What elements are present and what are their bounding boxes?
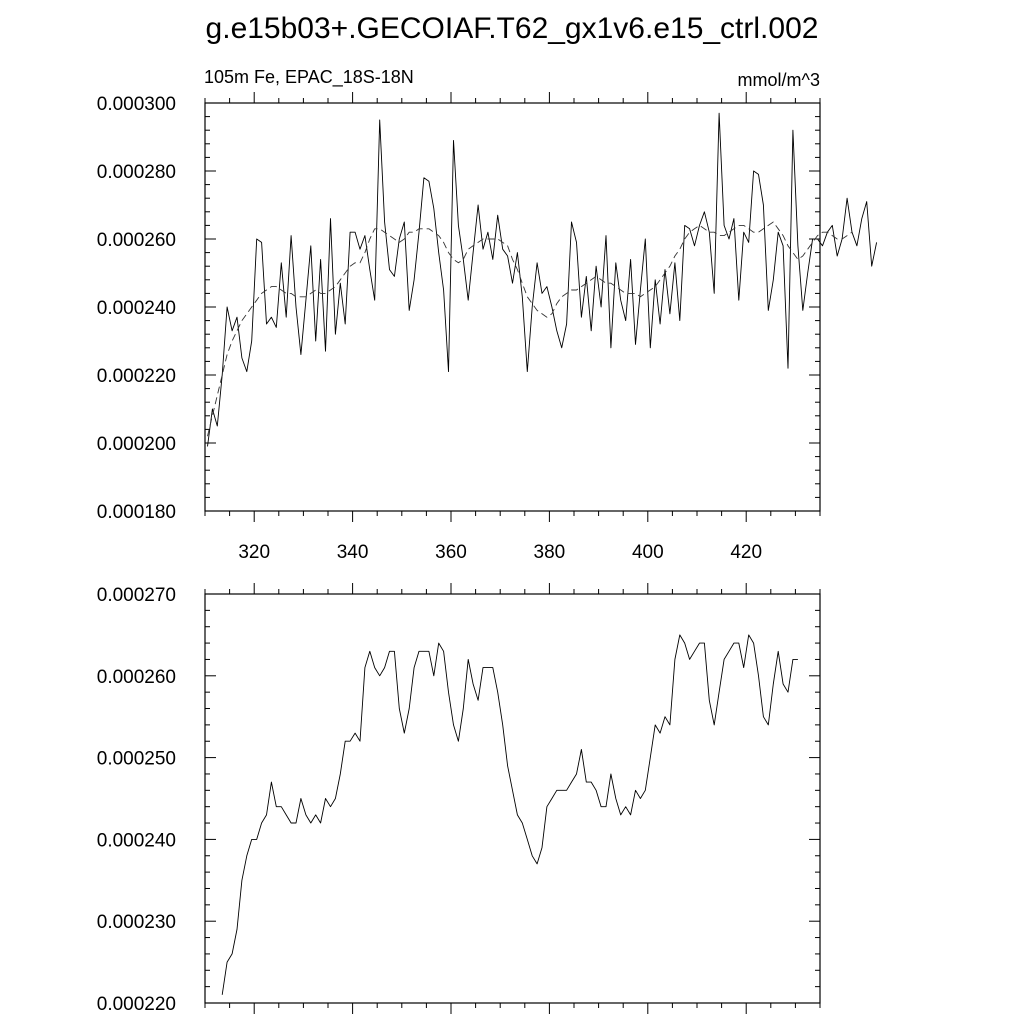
smoothed-series-line — [207, 221, 853, 437]
y-tick-label: 0.000240 — [97, 298, 176, 319]
y-tick-label: 0.000270 — [97, 585, 176, 606]
panel-units-label: mmol/m^3 — [738, 70, 820, 90]
x-tick-label: 320 — [238, 542, 270, 563]
top-panel: 0.000180 0.000200 0.000220 0.000240 0.000260… — [97, 92, 878, 563]
y-tick-label: 0.000260 — [97, 667, 176, 688]
x-tick-label: 400 — [632, 542, 664, 563]
y-tick-label: 0.000220 — [97, 366, 176, 387]
x-tick-label: 340 — [337, 542, 369, 563]
y-tick-label: 0.000300 — [97, 94, 176, 115]
y-tick-label: 0.000280 — [97, 162, 176, 183]
x-tick-label: 380 — [534, 542, 566, 563]
figure-title: g.e15b03+.GECOIAF.T62_gx1v6.e15_ctrl.002 — [206, 12, 819, 45]
y-tick-label: 0.000180 — [97, 502, 176, 523]
x-tick-label: 360 — [435, 542, 467, 563]
y-tick-label: 0.000240 — [97, 830, 176, 851]
plot-frame — [204, 593, 821, 1004]
y-tick-label: 0.000220 — [97, 994, 176, 1015]
raw-series-line — [207, 112, 878, 447]
x-tick-label: 420 — [730, 542, 762, 563]
y-tick-label: 0.000200 — [97, 434, 176, 455]
bottom-panel: 0.000220 0.000230 0.000240 0.000250 0.000260… — [97, 583, 821, 1015]
panel-left-label: 105m Fe, EPAC_18S-18N — [204, 67, 414, 88]
y-tick-label: 0.000260 — [97, 230, 176, 251]
y-tick-label: 0.000250 — [97, 749, 176, 770]
plot-frame — [204, 102, 821, 512]
raw-series-line — [221, 634, 798, 995]
y-tick-label: 0.000230 — [97, 912, 176, 933]
